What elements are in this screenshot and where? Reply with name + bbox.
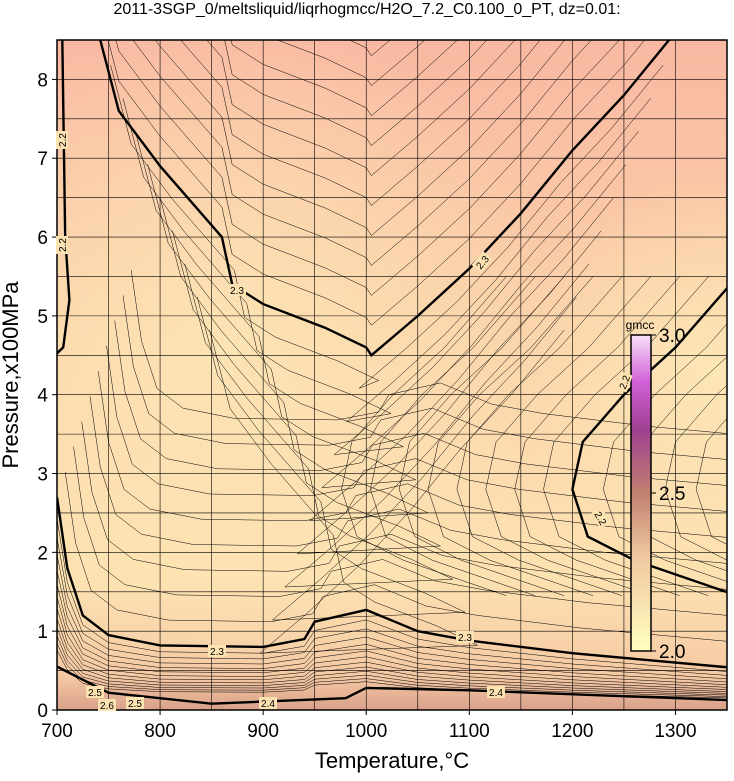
chart-title: 2011-3SGP_0/meltsliquid/liqrhogmcc/H2O_7… — [113, 1, 620, 18]
contour-label: 2.5 — [88, 688, 102, 699]
x-axis-label: Temperature,°C — [315, 748, 469, 773]
y-tick-label: 8 — [37, 70, 48, 91]
colorbar-tick-label: 2.5 — [659, 484, 685, 505]
contour-label: 2.3 — [230, 286, 244, 297]
y-tick-label: 3 — [37, 465, 48, 486]
x-tick-label: 1100 — [449, 721, 490, 742]
colorbar-tick-label: 2.0 — [659, 642, 685, 663]
y-axis-label: Pressure,x100MPa — [0, 281, 23, 469]
x-tick-label: 700 — [41, 721, 73, 742]
contour-label: 2.4 — [489, 688, 503, 699]
y-tick-label: 0 — [37, 701, 48, 722]
y-tick-label: 6 — [37, 228, 48, 249]
contour-label: 2.2 — [58, 238, 69, 252]
contour-label: 2.4 — [261, 699, 275, 710]
contour-label: 2.5 — [128, 699, 142, 710]
x-tick-label: 900 — [247, 721, 279, 742]
x-tick-label: 1300 — [654, 721, 696, 742]
x-tick-label: 1200 — [551, 721, 593, 742]
colorbar-label: gmcc — [626, 318, 655, 332]
y-tick-label: 4 — [37, 386, 48, 407]
contour-label: 2.3 — [210, 647, 224, 658]
colorbar-scale — [631, 335, 651, 651]
x-tick-label: 800 — [144, 721, 176, 742]
x-tick-label: 1000 — [345, 721, 387, 742]
contour-label: 2.2 — [58, 133, 69, 147]
y-tick-label: 2 — [37, 543, 48, 564]
contour-label: 2.6 — [100, 701, 114, 712]
contour-label: 2.3 — [458, 633, 472, 644]
colorbar-tick-label: 3.0 — [659, 326, 685, 347]
y-tick-label: 5 — [37, 307, 48, 328]
y-tick-label: 7 — [37, 149, 48, 170]
y-tick-label: 1 — [37, 622, 48, 643]
